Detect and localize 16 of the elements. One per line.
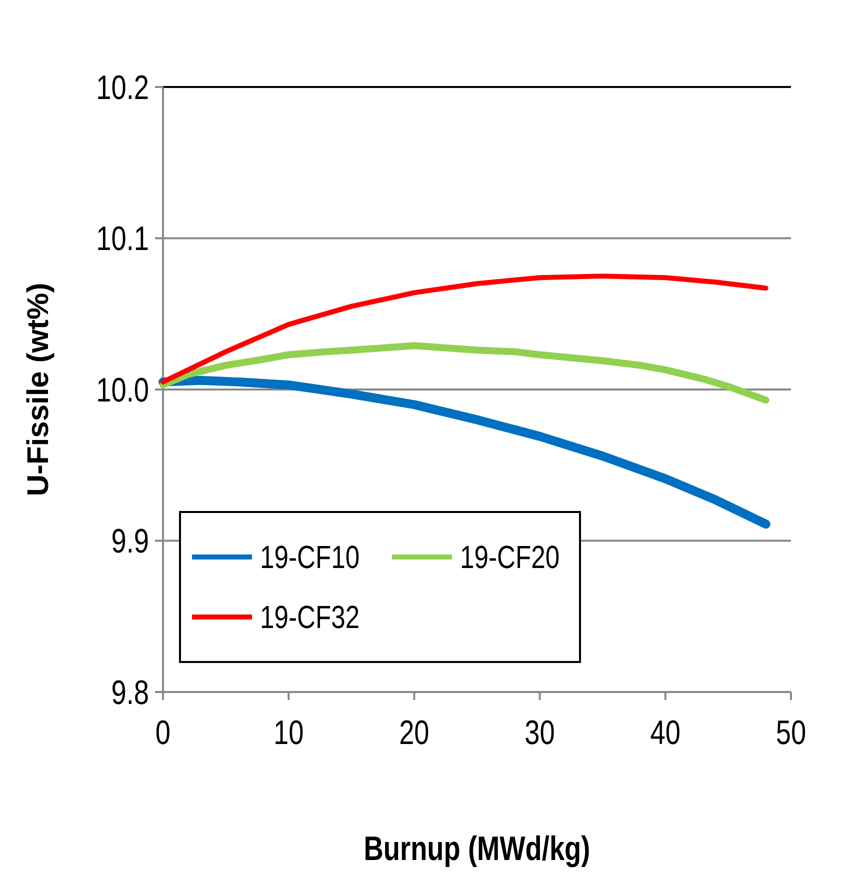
y-tick-label: 9.8 — [111, 672, 149, 712]
y-tick-label: 10.0 — [96, 370, 149, 410]
y-tick-label: 10.2 — [96, 68, 149, 107]
legend-label: 19-CF10 — [260, 540, 360, 576]
y-axis-title: U-Fissile (wt%) — [22, 282, 55, 496]
legend-label: 19-CF20 — [460, 540, 560, 576]
x-axis-title: Burnup (MWd/kg) — [364, 829, 590, 868]
y-tick-label: 9.9 — [111, 522, 149, 560]
x-tick-label: 20 — [399, 713, 430, 752]
x-tick-label: 40 — [650, 713, 681, 752]
y-tick-label: 10.1 — [96, 219, 149, 258]
x-tick-label: 30 — [524, 713, 555, 752]
x-tick-label: 0 — [155, 713, 171, 752]
legend-label: 19-CF32 — [260, 600, 360, 636]
x-tick-label: 10 — [273, 713, 304, 752]
x-tick-label: 50 — [776, 713, 806, 752]
